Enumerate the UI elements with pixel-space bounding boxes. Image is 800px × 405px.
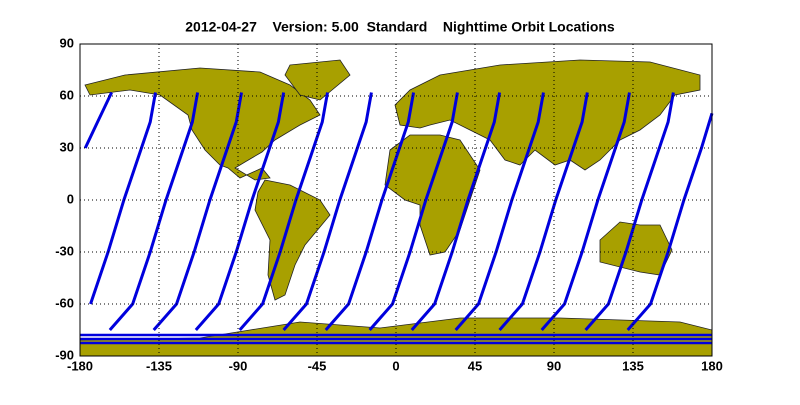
eurasia (394, 59, 701, 171)
y-tick-label: -90 (55, 347, 74, 362)
orbit-track (498, 92, 589, 331)
africa (384, 134, 481, 256)
orbit-track (282, 92, 373, 331)
x-tick-label: 180 (701, 358, 723, 373)
chart-title: 2012-04-27 Version: 5.00 Standard Nightt… (185, 19, 615, 35)
australia (599, 221, 673, 276)
y-tick-label: 0 (67, 191, 74, 206)
y-tick-label: 60 (60, 87, 74, 102)
x-tick-label: 45 (468, 358, 482, 373)
y-tick-label: -60 (55, 295, 74, 310)
x-tick-label: -180 (67, 358, 93, 373)
x-tick-label: 90 (547, 358, 561, 373)
y-tick-label: -30 (55, 243, 74, 258)
x-tick-label: -135 (146, 358, 172, 373)
orbit-track (626, 112, 714, 331)
polar-tracks (80, 333, 712, 345)
orbit-track (238, 92, 330, 331)
orbit-track (410, 92, 502, 331)
y-tick-label: 30 (60, 139, 74, 154)
north-america (84, 67, 321, 181)
plot-frame (79, 43, 713, 357)
x-tick-label: 135 (622, 358, 644, 373)
x-tick-label: 0 (392, 358, 399, 373)
orbit-track (83, 91, 113, 149)
orbit-track (89, 92, 157, 305)
orbit-track (454, 92, 545, 331)
x-tick-label: -90 (229, 358, 248, 373)
y-tick-label: 90 (60, 35, 74, 50)
x-tick-label: -45 (308, 358, 327, 373)
